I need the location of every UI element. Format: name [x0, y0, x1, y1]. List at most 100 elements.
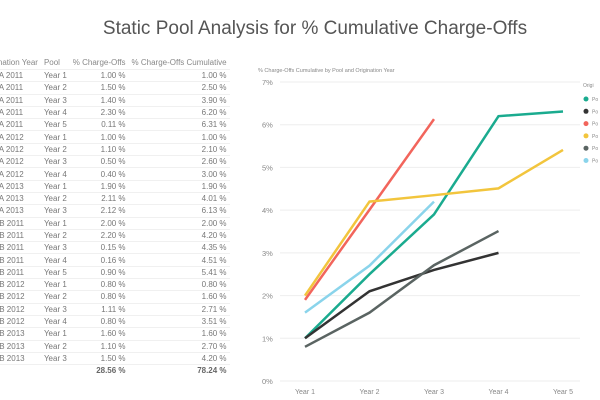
cell-pool: Year 3: [40, 241, 70, 255]
cell-origination-year: Pool B 2011: [0, 253, 41, 267]
cell-origination-year: Pool A 2013: [0, 204, 41, 218]
series-line[interactable]: [303, 148, 564, 297]
series-line[interactable]: [304, 251, 499, 340]
cell-origination-year: Pool B 2012: [0, 303, 41, 316]
cell-charge-offs: 1.40 %: [69, 94, 129, 107]
header-origination-year[interactable]: Origination Year: [0, 56, 41, 70]
cell-pool: Year 4: [40, 106, 70, 120]
x-tick-label: Year 5: [553, 389, 573, 396]
cell-cumulative: 2.60 %: [128, 155, 230, 169]
header-charge-offs[interactable]: % Charge-Offs: [69, 56, 129, 70]
cell-cumulative: 3.90 %: [128, 94, 230, 107]
legend-label[interactable]: Po: [592, 97, 598, 103]
cell-origination-year: Pool A 2011: [0, 118, 41, 132]
cell-origination-year: Pool A 2011: [0, 81, 41, 95]
legend-marker[interactable]: [583, 145, 589, 151]
cell-cumulative: 2.70 %: [128, 340, 230, 353]
y-tick-label: 1%: [262, 334, 273, 343]
cell-cumulative: 1.00 %: [128, 130, 230, 144]
series-line[interactable]: [303, 118, 436, 301]
cell-origination-year: Pool A 2011: [0, 106, 41, 120]
legend-label[interactable]: Po: [592, 146, 598, 152]
cell-charge-offs: 0.11 %: [69, 118, 129, 132]
legend-marker[interactable]: [583, 133, 589, 139]
y-tick-label: 2%: [262, 292, 273, 301]
cell-origination-year: Pool A 2012: [0, 130, 41, 144]
cell-charge-offs: 2.20 %: [69, 229, 129, 243]
cell-pool: Year 1: [40, 327, 70, 341]
y-tick-label: 6%: [262, 121, 273, 130]
cell-pool: Year 3: [40, 94, 70, 107]
cell-cumulative: 2.71 %: [128, 303, 230, 316]
cell-charge-offs: 2.30 %: [69, 106, 129, 120]
cell-cumulative: 3.00 %: [128, 167, 230, 181]
cell-pool: Year 1: [40, 130, 70, 144]
cell-cumulative: 2.10 %: [128, 143, 230, 157]
cell-cumulative: 5.41 %: [128, 266, 230, 280]
legend-marker[interactable]: [583, 96, 589, 102]
cell-charge-offs: 1.11 %: [69, 303, 129, 316]
total-cell: [40, 364, 70, 377]
header-pool[interactable]: Pool: [40, 56, 70, 70]
y-tick-label: 4%: [262, 206, 273, 215]
legend-label[interactable]: Po: [592, 159, 598, 165]
cell-pool: Year 2: [40, 81, 70, 95]
legend-title: Origi: [583, 83, 594, 89]
cell-pool: Year 4: [40, 253, 70, 267]
cell-cumulative: 4.01 %: [128, 192, 230, 206]
legend-label[interactable]: Po: [592, 134, 598, 140]
cell-pool: Year 2: [40, 340, 70, 353]
header-charge-offs-cumulative[interactable]: % Charge-Offs Cumulative: [128, 56, 230, 70]
cell-charge-offs: 1.10 %: [69, 340, 129, 353]
total-cell: 28.56 %: [69, 364, 129, 377]
y-tick-label: 0%: [262, 377, 273, 386]
series-line[interactable]: [304, 110, 564, 340]
legend-marker[interactable]: [583, 108, 589, 114]
cell-pool: Year 1: [40, 278, 70, 292]
x-tick-label: Year 4: [489, 389, 509, 396]
cell-origination-year: Pool A 2011: [0, 69, 41, 83]
legend-marker[interactable]: [583, 158, 589, 163]
cell-charge-offs: 0.80 %: [69, 278, 129, 292]
page-title: Static Pool Analysis for % Cumulative Ch…: [102, 18, 528, 39]
cell-charge-offs: 1.50 %: [69, 352, 129, 366]
cell-origination-year: Pool A 2013: [0, 192, 41, 206]
cell-charge-offs: 0.16 %: [69, 253, 129, 267]
series-line[interactable]: [304, 200, 435, 314]
cell-cumulative: 1.60 %: [128, 327, 230, 341]
totals-row: 28.56 % 78.24 %: [0, 364, 230, 377]
cell-pool: Year 2: [40, 192, 70, 206]
cell-pool: Year 5: [40, 118, 70, 132]
legend-label[interactable]: Po: [592, 109, 598, 115]
cell-origination-year: Pool B 2013: [0, 340, 41, 353]
chart-title: % Charge-Offs Cumulative by Pool and Ori…: [258, 68, 395, 74]
cell-charge-offs: 2.11 %: [69, 192, 129, 206]
cell-charge-offs: 0.80 %: [69, 315, 129, 329]
cell-pool: Year 2: [40, 229, 70, 243]
cell-pool: Year 2: [40, 290, 70, 304]
cell-pool: Year 3: [40, 352, 70, 366]
legend-marker[interactable]: [583, 121, 589, 127]
series-line[interactable]: [304, 229, 500, 348]
cell-cumulative: 6.31 %: [128, 118, 230, 132]
legend-label[interactable]: Po: [592, 122, 598, 128]
cell-charge-offs: 1.90 %: [69, 180, 129, 193]
cell-pool: Year 5: [40, 266, 70, 280]
x-tick-label: Year 1: [295, 389, 315, 396]
cell-origination-year: Pool B 2011: [0, 241, 41, 255]
